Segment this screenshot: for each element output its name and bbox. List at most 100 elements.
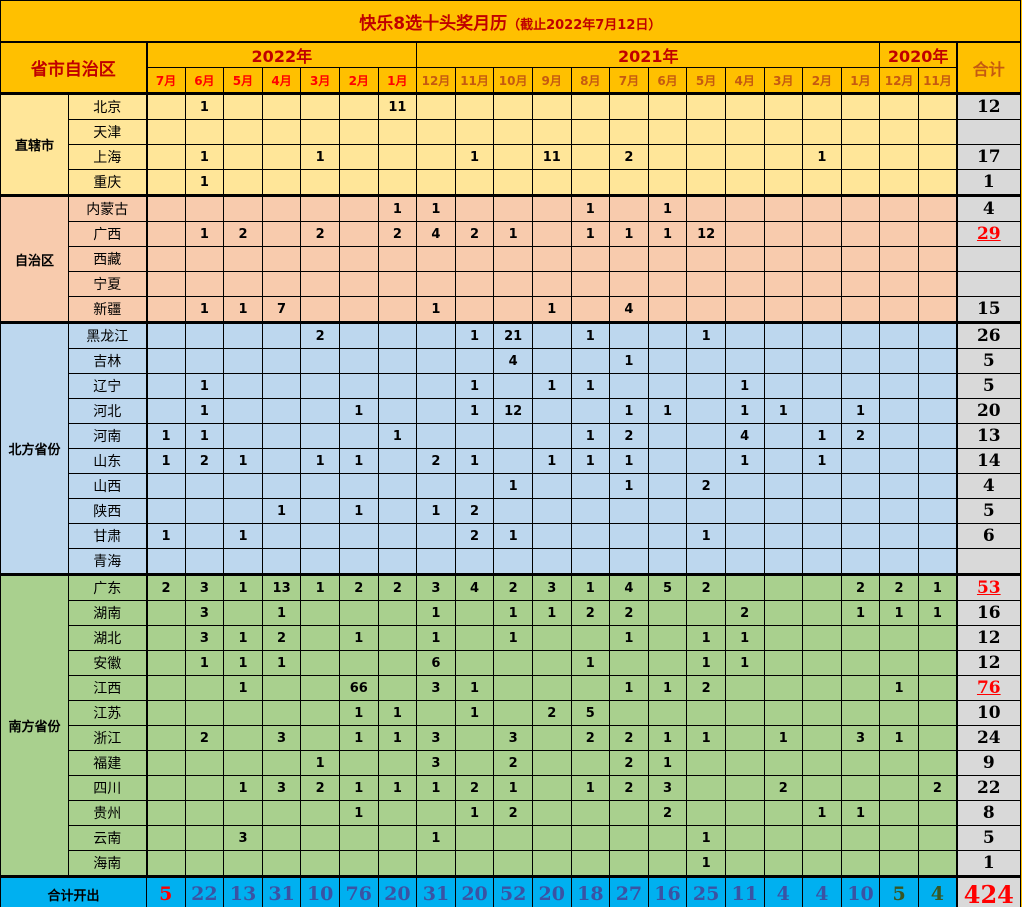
count-cell [686,498,726,524]
count-cell [300,473,340,499]
count-cell: 3 [184,600,225,626]
count-cell [454,650,495,676]
count-cell [879,473,919,499]
count-cell [261,675,302,701]
province-name: 河南 [68,423,148,449]
count-cell [146,144,186,170]
row-total: 26 [955,321,1021,349]
count-cell [493,169,533,196]
count-cell: 1 [686,850,726,877]
count-cell [917,296,958,323]
month-total: 11 [724,875,765,907]
count-cell: 1 [454,321,495,349]
count-cell [184,675,225,701]
count-cell [917,675,958,701]
count-cell [802,775,842,801]
count-cell [531,548,572,575]
count-cell [261,271,302,297]
province-name: 辽宁 [68,373,148,399]
count-cell [261,523,302,549]
count-cell: 1 [416,498,456,524]
count-cell [570,825,611,851]
count-cell: 3 [416,573,456,601]
count-cell [917,750,958,776]
count-cell [184,825,225,851]
count-cell [879,548,919,575]
count-cell [802,573,842,601]
count-cell [223,169,263,196]
count-cell [300,119,340,145]
count-cell [724,573,765,601]
count-cell [338,523,379,549]
year-header: 2020年 [879,41,958,68]
count-cell [454,92,495,120]
count-cell [802,246,842,272]
count-cell [146,650,186,676]
count-cell [454,194,495,222]
province-name: 天津 [68,119,148,145]
group-label: 北方省份 [0,321,69,575]
month-total: 4 [763,875,804,907]
count-cell [300,348,340,374]
count-cell [879,373,919,399]
row-total: 53 [955,573,1021,601]
province-name: 广西 [68,221,148,247]
count-cell [802,625,842,651]
count-cell [686,348,726,374]
month-header: 1月 [377,67,418,95]
count-cell [609,271,649,297]
group-label: 直辖市 [0,92,69,196]
month-header: 5月 [686,67,726,95]
count-cell: 2 [338,573,379,601]
count-cell: 2 [454,775,495,801]
count-cell [338,650,379,676]
count-cell [223,750,263,776]
count-cell: 1 [338,700,379,726]
count-cell: 1 [146,523,186,549]
count-cell: 1 [763,725,804,751]
count-cell [917,523,958,549]
count-cell [724,119,765,145]
count-cell [146,194,186,222]
count-cell [609,92,649,120]
count-cell [802,675,842,701]
count-cell: 1 [223,625,263,651]
count-cell: 1 [300,750,340,776]
count-cell: 1 [493,775,533,801]
count-cell [416,423,456,449]
count-cell [338,423,379,449]
province-name: 福建 [68,750,148,776]
count-cell [840,144,881,170]
count-cell: 1 [840,800,881,826]
count-cell: 1 [416,296,456,323]
count-cell [686,119,726,145]
count-cell [300,398,340,424]
count-cell [917,221,958,247]
count-cell [763,194,804,222]
table-row: 河北 1 1 1 12 1 1 1 1 1 20 [0,398,1021,424]
footer-total-row: 合计开出 5 22 13 31 10 76 20 31 20 52 20 18 27 16 25 11 4 4 10 5… [0,875,1021,907]
count-cell [184,775,225,801]
count-cell [300,271,340,297]
count-cell: 1 [647,194,688,222]
count-cell: 2 [377,573,418,601]
count-cell [454,750,495,776]
province-name: 河北 [68,398,148,424]
count-cell [570,850,611,877]
count-cell [338,92,379,120]
count-cell [416,373,456,399]
province-name: 云南 [68,825,148,851]
count-cell: 2 [609,775,649,801]
count-cell [454,119,495,145]
count-cell: 1 [223,675,263,701]
count-cell [184,271,225,297]
count-cell [531,625,572,651]
count-cell: 1 [377,700,418,726]
count-cell [647,271,688,297]
count-cell [802,348,842,374]
count-cell: 1 [454,398,495,424]
count-cell [879,398,919,424]
count-cell: 1 [609,348,649,374]
count-cell [763,321,804,349]
month-total: 22 [184,875,225,907]
